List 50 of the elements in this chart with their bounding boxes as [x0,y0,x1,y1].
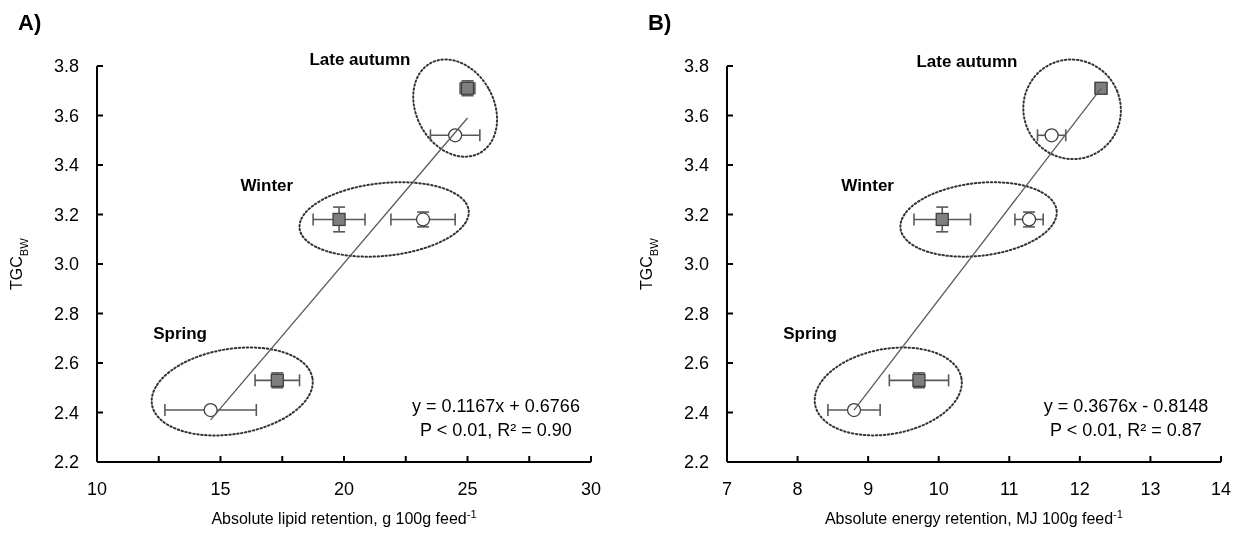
y-tick-label: 2.6 [683,353,709,373]
x-tick-label: 12 [1069,479,1090,499]
x-tick-label: 13 [1140,479,1161,499]
point [1044,128,1059,143]
y-tick-label: 2.2 [53,452,79,472]
y-tick-label: 3.4 [53,155,79,175]
point [332,212,346,227]
annotation: Late autumn [309,49,411,69]
annotation: Late autumn [916,52,1018,72]
y-tick-label: 3.0 [53,254,79,274]
x-tick-label: 14 [1210,479,1232,499]
y-tick-label: 2.8 [53,303,79,324]
y-tick-label: 2.2 [683,452,709,472]
x-axis-title: Absolute lipid retention, g 100g feed$^{-1}$ [211,508,477,527]
x-tick-label: 30 [580,479,602,499]
x-tick-label: 9 [863,479,874,499]
y-tick-label: 2.4 [683,402,709,423]
chart-title: A) [18,10,42,35]
annotation: P < 0.01, R² = 0.90 [420,420,572,440]
y-tick-label: 3.0 [683,254,709,274]
y-tick-label: 2.4 [53,402,79,423]
y-tick-label: 3.6 [683,105,709,126]
annotation: Winter [240,176,294,196]
x-tick-label: 15 [210,479,231,499]
x-tick-label: 25 [457,479,478,499]
y-tick-label: 2.8 [683,303,709,324]
x-tick-label: 7 [721,479,733,499]
y-tick-label: 3.2 [683,204,709,225]
x-tick-label: 10 [86,479,108,499]
annotation: y = 0.1167x + 0.6766 [412,396,580,416]
x-tick-label: 8 [792,479,803,499]
y-tick-label: 3.2 [53,204,79,225]
x-tick-label: 11 [999,479,1019,499]
chart-title: B) [648,10,672,35]
annotation: Spring [783,323,837,343]
x-tick-label: 20 [333,479,355,499]
x-tick-label: 10 [928,479,949,499]
y-tick-label: 2.6 [53,353,79,373]
y-tick-label: 3.8 [683,56,709,76]
y-tick-label: 3.4 [683,155,709,175]
annotation: y = 0.3676x - 0.8148 [1043,396,1209,416]
annotation: Spring [153,323,207,343]
point [846,402,862,418]
y-tick-label: 3.6 [53,105,79,126]
point [203,402,218,418]
y-tick-label: 3.8 [53,56,79,76]
annotation: Winter [841,176,895,196]
point [935,212,949,227]
x-axis-title: Absolute energy retention, MJ 100g feed$^{-1}$ [824,508,1124,527]
annotation: P < 0.01, R² = 0.87 [1050,420,1202,440]
